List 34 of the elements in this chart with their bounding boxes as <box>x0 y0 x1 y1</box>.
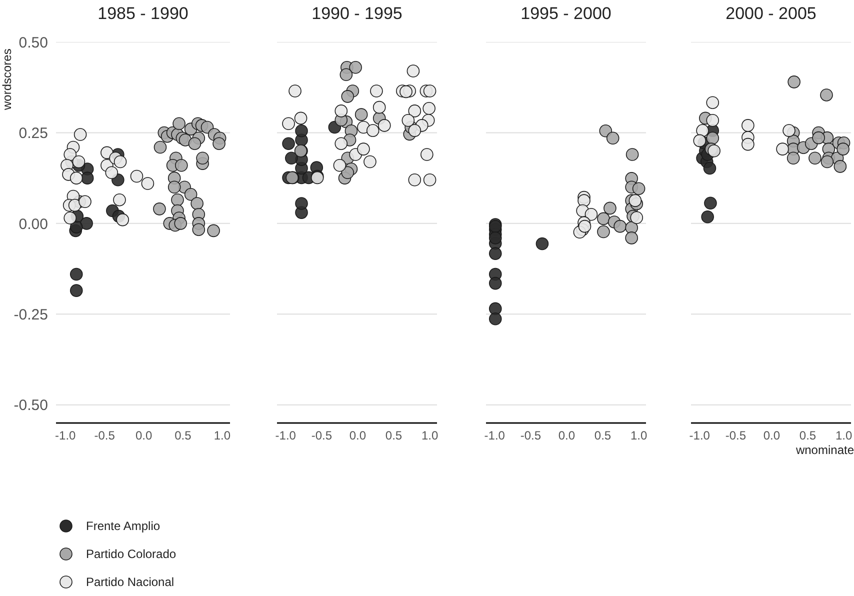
x-tick-label: 1.0 <box>630 428 648 443</box>
chart-title: 1985 - 1990 <box>96 4 190 24</box>
legend-label: Frente Amplio <box>86 519 160 533</box>
x-tick-label: -1.0 <box>275 428 296 443</box>
chart-title: 1990 - 1995 <box>310 4 404 24</box>
legend-label: Partido Nacional <box>86 575 174 589</box>
chart-title: 1995 - 2000 <box>520 4 612 24</box>
y-tick-label: 0.25 <box>18 125 48 142</box>
x-tick-label: -0.5 <box>520 428 542 443</box>
x-tick-label: -1.0 <box>55 428 76 443</box>
x-tick-label: 0.5 <box>594 428 612 443</box>
x-tick-label: 0.0 <box>135 428 152 443</box>
chart-title: 2000 - 2005 <box>724 4 818 24</box>
x-tick-label: -1.0 <box>484 428 506 443</box>
x-tick-label: 0.0 <box>558 428 576 443</box>
x-tick-label: 1.0 <box>835 428 852 443</box>
x-tick-label: -0.5 <box>94 428 116 443</box>
y-tick-label: 0.50 <box>18 34 48 52</box>
x-tick-label: -0.5 <box>725 428 746 443</box>
x-tick-label: -1.0 <box>689 428 710 443</box>
y-tick-label: -0.50 <box>14 397 48 414</box>
x-tick-label: 0.0 <box>763 428 780 443</box>
x-axis-title: wnominate <box>796 443 854 457</box>
x-tick-label: 0.5 <box>799 428 816 443</box>
x-tick-label: 0.0 <box>349 428 366 443</box>
x-tick-label: 1.0 <box>421 428 438 443</box>
x-tick-label: 0.5 <box>385 428 402 443</box>
x-tick-label: -0.5 <box>311 428 332 443</box>
y-axis-title: wordscores <box>0 48 14 110</box>
x-tick-label: 0.5 <box>174 428 192 443</box>
x-tick-label: 1.0 <box>214 428 231 443</box>
y-tick-label: -0.25 <box>14 306 48 324</box>
y-tick-label: 0.00 <box>18 216 48 233</box>
legend-label: Partido Colorado <box>86 547 176 561</box>
